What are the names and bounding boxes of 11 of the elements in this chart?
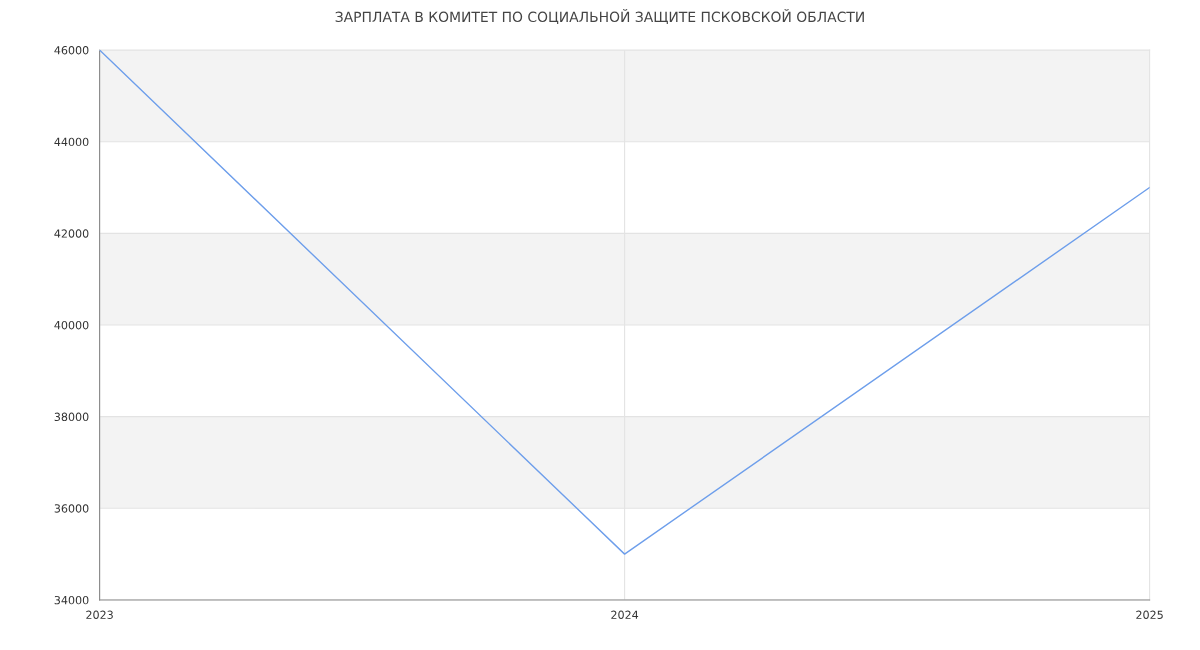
x-tick-label: 2023 xyxy=(86,610,113,619)
y-tick-label: 42000 xyxy=(54,229,89,238)
y-tick-label: 46000 xyxy=(54,46,89,55)
chart-title: ЗАРПЛАТА В КОМИТЕТ ПО СОЦИАЛЬНОЙ ЗАЩИТЕ ПСКОВСКОЙ ОБЛАСТИ xyxy=(335,9,864,25)
y-tick-label: 44000 xyxy=(54,137,89,147)
y-tick-label: 34000 xyxy=(54,595,89,605)
y-tick-label: 36000 xyxy=(54,504,89,513)
y-tick-label: 40000 xyxy=(54,320,89,330)
x-tick-label: 2024 xyxy=(611,610,639,619)
y-tick-label: 38000 xyxy=(54,412,89,422)
x-tick-label: 2025 xyxy=(1136,610,1163,619)
